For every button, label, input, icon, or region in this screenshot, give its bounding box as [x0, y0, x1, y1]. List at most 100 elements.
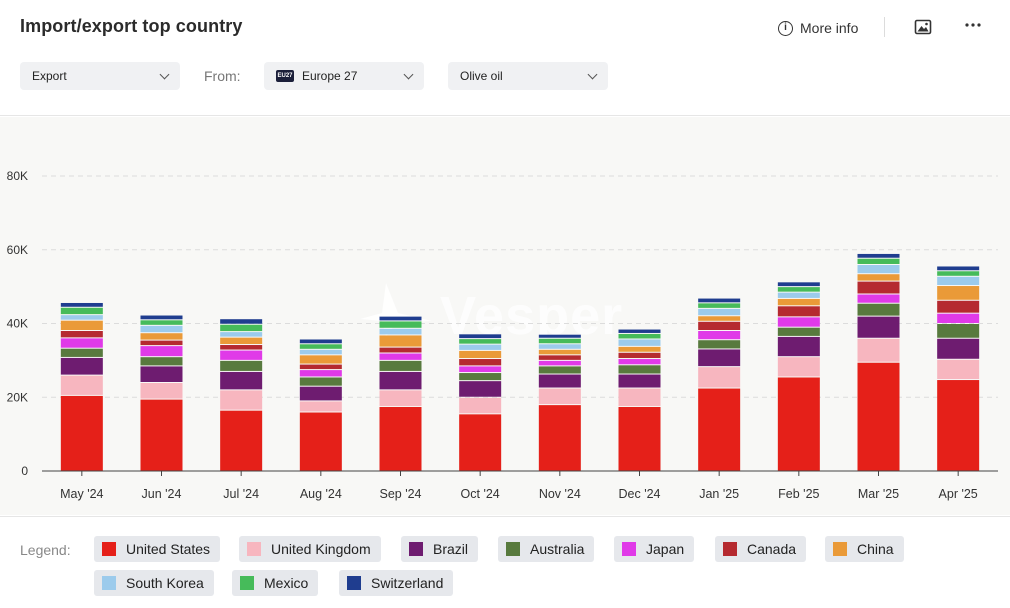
bar-segment-united-kingdom [538, 388, 581, 405]
bar-segment-switzerland [777, 282, 820, 287]
bar-segment-south-korea [220, 332, 263, 337]
bar-segment-japan [140, 346, 183, 357]
x-tick-label: Nov '24 [539, 487, 581, 501]
bar-segment-australia [140, 357, 183, 366]
x-tick-label: May '24 [60, 487, 103, 501]
bar-segment-switzerland [379, 316, 422, 321]
legend-swatch [247, 542, 261, 556]
y-tick-label: 60K [7, 243, 28, 257]
x-tick-label: Apr '25 [939, 487, 978, 501]
legend-item-south-korea[interactable]: South Korea [94, 570, 214, 596]
bar-segment-switzerland [857, 253, 900, 258]
bar-segment-mexico [140, 320, 183, 325]
legend-item-japan[interactable]: Japan [614, 536, 695, 562]
bar-segment-south-korea [618, 339, 661, 346]
bar-segment-south-korea [379, 328, 422, 335]
bar-segment-japan [299, 370, 342, 377]
y-tick-label: 0 [21, 464, 28, 478]
bar-segment-canada [857, 281, 900, 294]
legend-item-united-kingdom[interactable]: United Kingdom [239, 536, 381, 562]
bar-segment-canada [140, 340, 183, 346]
watermark-logo-icon [360, 283, 432, 337]
bar-segment-canada [220, 345, 263, 350]
bar-segment-china [60, 320, 103, 331]
bar-segment-brazil [698, 349, 741, 367]
bar-segment-switzerland [220, 319, 263, 324]
origin-select[interactable]: EU27 Europe 27 [264, 62, 424, 90]
legend-item-switzerland[interactable]: Switzerland [339, 570, 454, 596]
bar-segment-china [777, 298, 820, 306]
legend-item-canada[interactable]: Canada [715, 536, 807, 562]
bar-segment-australia [857, 303, 900, 316]
legend-item-label: Switzerland [371, 575, 444, 591]
bar-segment-united-kingdom [140, 383, 183, 399]
bar-segment-canada [299, 364, 342, 370]
bar-segment-china [459, 350, 502, 359]
legend-item-label: Canada [747, 541, 797, 557]
widget-header: Import/export top country i More info Ex… [0, 0, 1010, 116]
chevron-down-icon [587, 69, 598, 80]
bar-segment-united-states [857, 362, 900, 471]
image-icon[interactable] [913, 17, 933, 37]
x-tick-label: Jan '25 [699, 487, 739, 501]
bar-segment-australia [299, 377, 342, 386]
bar-segment-switzerland [937, 266, 980, 271]
bar-segment-japan [538, 360, 581, 366]
more-info-button[interactable]: i More info [778, 17, 858, 39]
legend-item-label: United States [126, 541, 211, 557]
bar-segment-united-states [459, 414, 502, 471]
bar-segment-south-korea [698, 308, 741, 316]
bar-segment-south-korea [299, 349, 342, 355]
legend-item-mexico[interactable]: Mexico [232, 570, 319, 596]
bar-segment-mexico [538, 338, 581, 344]
bar-segment-brazil [140, 366, 183, 382]
bar-segment-mexico [379, 321, 422, 328]
product-select[interactable]: Olive oil [448, 62, 608, 90]
chart-area: Vesper 0 20K 40K 60K 80K May '24 Jun '24 Jul '2… [0, 117, 1010, 515]
legend-item-label: Japan [646, 541, 685, 557]
x-tick-label: Oct '24 [461, 487, 500, 501]
legend-item-label: Brazil [433, 541, 469, 557]
bar-segment-united-states [538, 405, 581, 471]
legend-item-china[interactable]: China [825, 536, 904, 562]
legend-swatch [506, 542, 520, 556]
bar-segment-united-states [937, 380, 980, 471]
bar-segment-australia [618, 365, 661, 374]
bar-segment-united-kingdom [220, 390, 263, 410]
flow-select[interactable]: Export [20, 62, 180, 90]
legend-item-united-states[interactable]: United States [94, 536, 221, 562]
bar-segment-united-kingdom [459, 397, 502, 414]
bar-segment-canada [538, 355, 581, 360]
legend-swatch [347, 576, 361, 590]
more-info-label: More info [800, 20, 859, 36]
legend-swatch [833, 542, 847, 556]
bar-segment-canada [698, 321, 741, 331]
info-icon: i [778, 20, 793, 36]
bar-segment-japan [618, 359, 661, 365]
bar-segment-switzerland [140, 315, 183, 320]
legend-swatch [409, 542, 423, 556]
legend-swatch [102, 576, 116, 590]
bar-segment-canada [937, 300, 980, 313]
bar-segment-united-kingdom [777, 357, 820, 377]
bar-segment-united-states [618, 406, 661, 471]
bar-segment-australia [220, 360, 263, 371]
legend-item-australia[interactable]: Australia [498, 536, 595, 562]
legend-swatch [240, 576, 254, 590]
bar-segment-china [618, 346, 661, 352]
bar-segment-australia [60, 348, 103, 357]
x-tick-label: Sep '24 [379, 487, 421, 501]
bar-segment-brazil [299, 386, 342, 401]
bar-segment-canada [60, 331, 103, 338]
bar-segment-south-korea [459, 344, 502, 350]
bar-segment-switzerland [538, 334, 581, 338]
bar-segment-australia [937, 324, 980, 338]
bar-segment-mexico [459, 339, 502, 344]
bar-segment-united-states [140, 399, 183, 471]
x-tick-label: Dec '24 [619, 487, 661, 501]
legend-item-brazil[interactable]: Brazil [401, 536, 479, 562]
bar-segment-brazil [857, 316, 900, 338]
legend: Legend: United States United Kingdom Brazi… [0, 516, 1010, 608]
more-icon[interactable] [962, 15, 984, 35]
legend-item-label: South Korea [126, 575, 204, 591]
